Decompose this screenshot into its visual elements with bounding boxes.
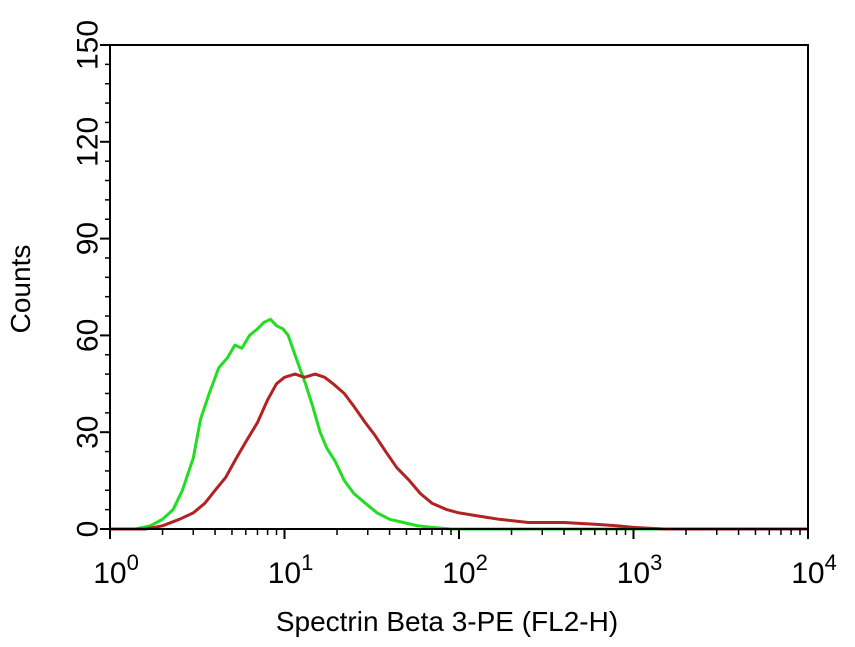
- y-tick-label: 90: [72, 222, 105, 255]
- y-axis-title-text: Counts: [5, 245, 36, 334]
- x-tick-label: 101: [268, 550, 314, 590]
- y-tick-label: 30: [72, 416, 105, 449]
- series-line-1: [110, 317, 808, 531]
- series-layer: [110, 317, 808, 531]
- y-tick-label: 150: [72, 20, 105, 70]
- y-tick-label: 120: [72, 117, 105, 167]
- series-line-2: [110, 372, 808, 531]
- plot-frame: [109, 44, 809, 530]
- y-tick-label: 60: [72, 319, 105, 352]
- x-tick-label: 103: [617, 550, 663, 590]
- y-axis-title: Counts: [5, 245, 36, 334]
- axes-layer: 0 30 60 90 120 150 100 101 102 103 104: [72, 20, 837, 590]
- x-axis-title: Spectrin Beta 3-PE (FL2-H): [276, 606, 618, 637]
- x-tick-label: 102: [442, 550, 488, 590]
- x-tick-label: 104: [791, 550, 837, 590]
- y-tick-label: 0: [72, 521, 105, 538]
- x-tick-label: 100: [93, 550, 139, 590]
